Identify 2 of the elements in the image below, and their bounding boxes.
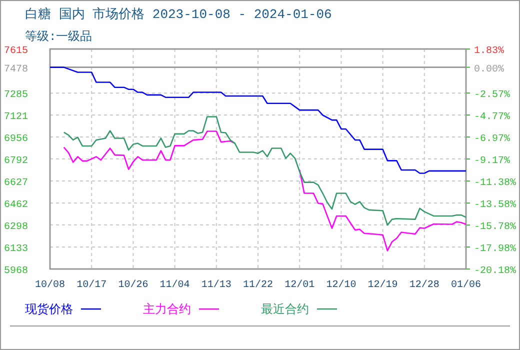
title: 白糖 国内 市场价格 2023-10-08 - 2024-01-06: [25, 7, 332, 22]
subtitle: 等级:一级品: [25, 30, 92, 44]
